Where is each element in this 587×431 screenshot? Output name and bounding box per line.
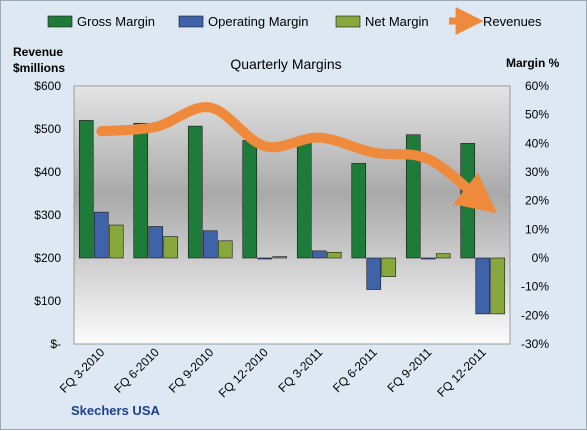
- bar-operating-margin: [258, 258, 272, 259]
- bar-net-margin: [273, 257, 287, 258]
- bar-gross-margin: [297, 140, 311, 258]
- right-tick-label: 60%: [525, 79, 549, 93]
- right-tick-label: 10%: [525, 222, 549, 236]
- legend-label: Revenues: [483, 14, 542, 29]
- bar-operating-margin: [476, 258, 490, 314]
- right-axis-title: Margin %: [506, 56, 560, 70]
- right-tick-label: -10%: [521, 280, 549, 294]
- bar-gross-margin: [352, 163, 366, 258]
- category-label: FQ 12-2011: [434, 345, 489, 400]
- right-tick-label: 50%: [525, 108, 549, 122]
- bar-gross-margin: [243, 140, 257, 258]
- bar-gross-margin: [79, 120, 93, 258]
- bar-net-margin: [218, 241, 232, 258]
- right-tick-label: 0%: [532, 251, 550, 265]
- legend-swatch-net-margin: [336, 16, 360, 27]
- legend-label: Net Margin: [365, 14, 429, 29]
- bar-gross-margin: [188, 126, 202, 258]
- category-label: FQ 3-2011: [276, 345, 326, 395]
- right-axis-ticks: 60% 50% 40% 30% 20% 10% 0% -10% -20% -30%: [521, 79, 549, 351]
- category-label: FQ 6-2010: [111, 345, 162, 396]
- bar-net-margin: [109, 225, 123, 258]
- bar-gross-margin: [134, 123, 148, 258]
- bar-operating-margin: [421, 258, 435, 259]
- right-tick-label: -20%: [521, 308, 549, 322]
- left-axis-title-line1: Revenue: [13, 45, 63, 59]
- bar-net-margin: [382, 258, 396, 277]
- category-label: FQ 12-2010: [216, 345, 271, 400]
- bar-net-margin: [491, 258, 505, 314]
- bar-operating-margin: [203, 231, 217, 258]
- bar-net-margin: [164, 237, 178, 259]
- legend: Gross Margin Operating Margin Net Margin Re…: [48, 14, 542, 29]
- left-axis-ticks: $600 $500 $400 $300 $200 $100 $-: [34, 79, 61, 351]
- legend-label: Gross Margin: [77, 14, 155, 29]
- bar-net-margin: [327, 252, 341, 258]
- bar-operating-margin: [149, 226, 163, 258]
- category-label: FQ 3-2010: [57, 345, 108, 396]
- right-tick-label: -30%: [521, 337, 549, 351]
- bar-operating-margin: [312, 251, 326, 258]
- bar-gross-margin: [461, 143, 475, 258]
- right-tick-label: 40%: [525, 136, 549, 150]
- left-tick-label: $100: [34, 294, 61, 308]
- left-tick-label: $400: [34, 165, 61, 179]
- company-name: Skechers USA: [71, 403, 160, 418]
- right-tick-label: 30%: [525, 165, 549, 179]
- bar-operating-margin: [367, 258, 381, 290]
- legend-label: Operating Margin: [208, 14, 308, 29]
- chart-title: Quarterly Margins: [230, 56, 341, 72]
- left-tick-label: $200: [34, 251, 61, 265]
- category-label: FQ 9-2011: [385, 345, 435, 395]
- left-tick-label: $-: [50, 337, 61, 351]
- legend-swatch-gross-margin: [48, 16, 72, 27]
- bar-operating-margin: [94, 212, 108, 258]
- bar-net-margin: [436, 254, 450, 258]
- left-tick-label: $500: [34, 122, 61, 136]
- category-label: FQ 9-2010: [166, 345, 217, 396]
- legend-swatch-operating-margin: [179, 16, 203, 27]
- left-tick-label: $300: [34, 208, 61, 222]
- left-axis-title-line2: $millions: [13, 61, 65, 75]
- category-label: FQ 6-2011: [330, 345, 380, 395]
- left-tick-label: $600: [34, 79, 61, 93]
- right-tick-label: 20%: [525, 194, 549, 208]
